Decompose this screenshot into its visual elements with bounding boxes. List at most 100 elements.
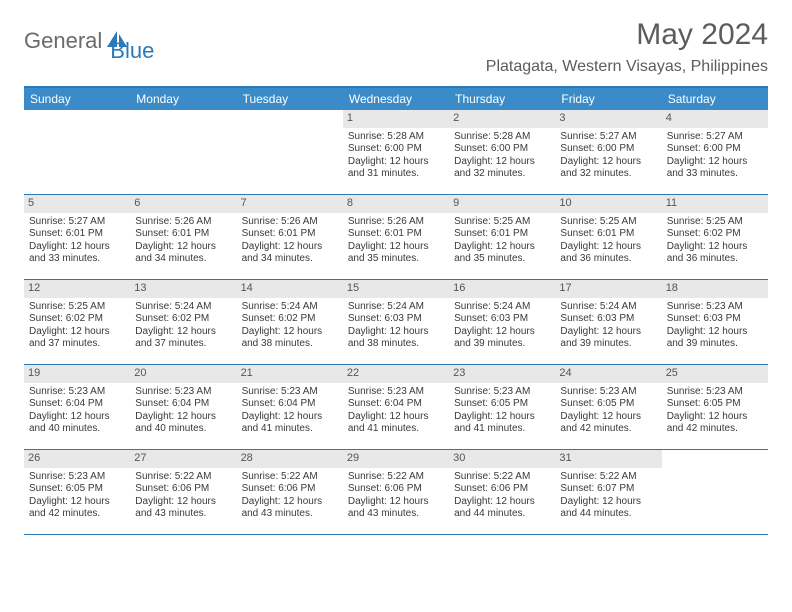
day-info-line: Sunrise: 5:27 AM xyxy=(667,131,763,144)
day-info-line: Sunset: 6:05 PM xyxy=(29,483,125,496)
day-cell: 19Sunrise: 5:23 AMSunset: 6:04 PMDayligh… xyxy=(24,365,130,449)
day-number: 8 xyxy=(343,195,449,213)
day-info-line: and 43 minutes. xyxy=(348,508,444,521)
logo: General Blue xyxy=(24,18,154,64)
day-info-line: and 44 minutes. xyxy=(454,508,550,521)
weekday-header: Tuesday xyxy=(237,88,343,110)
day-cell: 16Sunrise: 5:24 AMSunset: 6:03 PMDayligh… xyxy=(449,280,555,364)
weeks-container: 1Sunrise: 5:28 AMSunset: 6:00 PMDaylight… xyxy=(24,110,768,535)
day-info-line: Sunset: 6:06 PM xyxy=(454,483,550,496)
day-cell: 13Sunrise: 5:24 AMSunset: 6:02 PMDayligh… xyxy=(130,280,236,364)
day-info-line: Sunrise: 5:23 AM xyxy=(135,386,231,399)
day-cell: 4Sunrise: 5:27 AMSunset: 6:00 PMDaylight… xyxy=(662,110,768,194)
day-info-line: Sunset: 6:01 PM xyxy=(560,228,656,241)
day-cell: 24Sunrise: 5:23 AMSunset: 6:05 PMDayligh… xyxy=(555,365,661,449)
day-number: 15 xyxy=(343,280,449,298)
day-info-line: Sunrise: 5:25 AM xyxy=(667,216,763,229)
day-number: 14 xyxy=(237,280,343,298)
day-info-line: Sunrise: 5:22 AM xyxy=(242,471,338,484)
month-title: May 2024 xyxy=(486,18,768,52)
title-block: May 2024 Platagata, Western Visayas, Phi… xyxy=(486,18,768,76)
weekday-header-row: SundayMondayTuesdayWednesdayThursdayFrid… xyxy=(24,88,768,110)
day-info-line: Sunrise: 5:24 AM xyxy=(454,301,550,314)
day-info-line: Sunrise: 5:22 AM xyxy=(135,471,231,484)
day-info-line: Daylight: 12 hours xyxy=(348,156,444,169)
week-row: 19Sunrise: 5:23 AMSunset: 6:04 PMDayligh… xyxy=(24,365,768,450)
weekday-header: Monday xyxy=(130,88,236,110)
day-cell: 30Sunrise: 5:22 AMSunset: 6:06 PMDayligh… xyxy=(449,450,555,534)
day-cell: 9Sunrise: 5:25 AMSunset: 6:01 PMDaylight… xyxy=(449,195,555,279)
day-number: 4 xyxy=(662,110,768,128)
day-info-line: Sunset: 6:06 PM xyxy=(135,483,231,496)
day-info-line: and 31 minutes. xyxy=(348,168,444,181)
day-number: 5 xyxy=(24,195,130,213)
day-info-line: and 33 minutes. xyxy=(667,168,763,181)
day-info-line: Sunset: 6:02 PM xyxy=(29,313,125,326)
day-info-line: Sunrise: 5:27 AM xyxy=(560,131,656,144)
day-cell: 28Sunrise: 5:22 AMSunset: 6:06 PMDayligh… xyxy=(237,450,343,534)
day-info-line: and 32 minutes. xyxy=(454,168,550,181)
day-cell: 25Sunrise: 5:23 AMSunset: 6:05 PMDayligh… xyxy=(662,365,768,449)
day-info-line: and 39 minutes. xyxy=(454,338,550,351)
day-info-line: Sunset: 6:03 PM xyxy=(348,313,444,326)
day-cell xyxy=(237,110,343,194)
day-cell: 22Sunrise: 5:23 AMSunset: 6:04 PMDayligh… xyxy=(343,365,449,449)
day-info-line: and 32 minutes. xyxy=(560,168,656,181)
day-number: 17 xyxy=(555,280,661,298)
day-info-line: Daylight: 12 hours xyxy=(135,496,231,509)
day-info-line: Sunrise: 5:23 AM xyxy=(348,386,444,399)
day-number: 21 xyxy=(237,365,343,383)
day-info-line: Sunset: 6:02 PM xyxy=(242,313,338,326)
day-info-line: and 41 minutes. xyxy=(242,423,338,436)
weekday-header: Sunday xyxy=(24,88,130,110)
day-info-line: Sunset: 6:02 PM xyxy=(135,313,231,326)
day-info-line: Sunrise: 5:27 AM xyxy=(29,216,125,229)
day-info-line: and 39 minutes. xyxy=(667,338,763,351)
day-info-line: and 42 minutes. xyxy=(560,423,656,436)
day-info-line: Sunset: 6:06 PM xyxy=(348,483,444,496)
day-info-line: and 42 minutes. xyxy=(29,508,125,521)
day-info-line: and 35 minutes. xyxy=(454,253,550,266)
day-number: 29 xyxy=(343,450,449,468)
day-info-line: Sunrise: 5:22 AM xyxy=(454,471,550,484)
day-info-line: Sunrise: 5:25 AM xyxy=(454,216,550,229)
day-info-line: and 43 minutes. xyxy=(242,508,338,521)
day-info-line: Sunset: 6:01 PM xyxy=(29,228,125,241)
day-info-line: and 38 minutes. xyxy=(242,338,338,351)
day-cell xyxy=(662,450,768,534)
day-number: 23 xyxy=(449,365,555,383)
day-info-line: Sunset: 6:04 PM xyxy=(29,398,125,411)
day-info-line: Sunrise: 5:23 AM xyxy=(560,386,656,399)
day-info-line: Daylight: 12 hours xyxy=(560,326,656,339)
day-info-line: and 34 minutes. xyxy=(135,253,231,266)
day-number: 28 xyxy=(237,450,343,468)
day-info-line: Sunset: 6:03 PM xyxy=(667,313,763,326)
day-info-line: Daylight: 12 hours xyxy=(135,411,231,424)
day-number: 26 xyxy=(24,450,130,468)
day-info-line: Sunset: 6:02 PM xyxy=(667,228,763,241)
day-info-line: Sunset: 6:01 PM xyxy=(135,228,231,241)
day-info-line: Sunrise: 5:23 AM xyxy=(667,386,763,399)
day-number: 20 xyxy=(130,365,236,383)
day-info-line: and 41 minutes. xyxy=(348,423,444,436)
day-info-line: Sunset: 6:03 PM xyxy=(560,313,656,326)
day-cell: 31Sunrise: 5:22 AMSunset: 6:07 PMDayligh… xyxy=(555,450,661,534)
day-cell: 11Sunrise: 5:25 AMSunset: 6:02 PMDayligh… xyxy=(662,195,768,279)
day-info-line: Sunset: 6:04 PM xyxy=(242,398,338,411)
day-number: 3 xyxy=(555,110,661,128)
day-info-line: Sunset: 6:05 PM xyxy=(667,398,763,411)
day-info-line: Daylight: 12 hours xyxy=(667,411,763,424)
day-info-line: Daylight: 12 hours xyxy=(135,326,231,339)
day-info-line: Sunrise: 5:22 AM xyxy=(560,471,656,484)
day-cell: 26Sunrise: 5:23 AMSunset: 6:05 PMDayligh… xyxy=(24,450,130,534)
day-info-line: Daylight: 12 hours xyxy=(348,241,444,254)
day-info-line: Sunset: 6:00 PM xyxy=(667,143,763,156)
day-info-line: Sunset: 6:00 PM xyxy=(560,143,656,156)
week-row: 5Sunrise: 5:27 AMSunset: 6:01 PMDaylight… xyxy=(24,195,768,280)
logo-text-blue: Blue xyxy=(110,38,154,64)
day-number: 9 xyxy=(449,195,555,213)
day-info-line: and 35 minutes. xyxy=(348,253,444,266)
day-info-line: Daylight: 12 hours xyxy=(29,496,125,509)
day-number: 24 xyxy=(555,365,661,383)
day-info-line: Daylight: 12 hours xyxy=(454,156,550,169)
